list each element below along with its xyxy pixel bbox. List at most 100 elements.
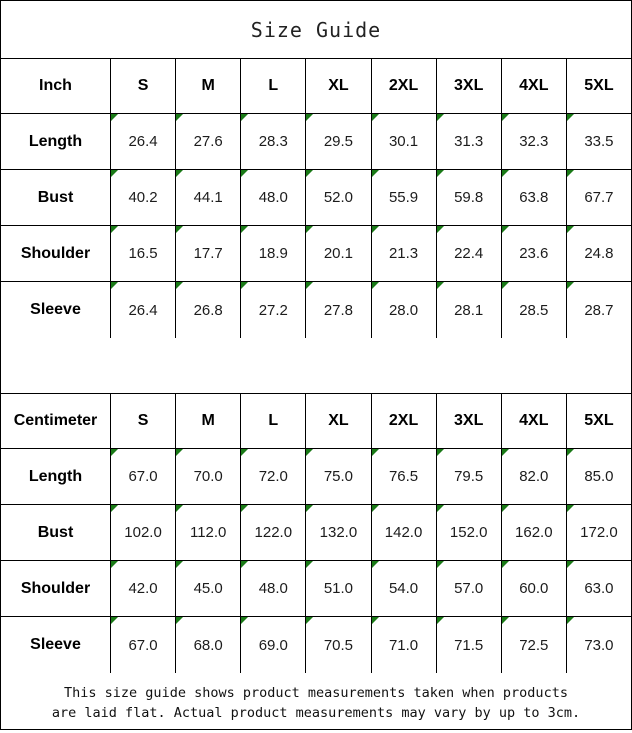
cell-shoulder-l: 18.9	[241, 226, 307, 282]
inch-table-column-header-4xl: 4XL	[501, 59, 567, 114]
table-row: Sleeve 26.4 26.8 27.2 27.8 28.0 28.1 28.5 28.7	[1, 282, 631, 338]
cell-shoulder-3xl: 57.0	[436, 561, 502, 617]
cell-length-m: 70.0	[176, 449, 242, 505]
cell-length-4xl: 32.3	[501, 114, 567, 170]
cell-length-m: 27.6	[176, 114, 242, 170]
cell-sleeve-m: 68.0	[176, 617, 242, 673]
centimeter-table-column-header-s: S	[111, 394, 177, 449]
cell-length-5xl: 85.0	[566, 449, 631, 505]
cell-shoulder-xl: 51.0	[306, 561, 372, 617]
footer-note-row: This size guide shows product measuremen…	[1, 673, 631, 733]
centimeter-table-column-header-5xl: 5XL	[566, 394, 631, 449]
cell-bust-xl: 52.0	[306, 170, 372, 226]
table-row: Sleeve 67.0 68.0 69.0 70.5 71.0 71.5 72.5 73.0	[1, 617, 631, 673]
cell-sleeve-4xl: 72.5	[501, 617, 567, 673]
row-label-bust: Bust	[1, 170, 111, 226]
cell-bust-l: 122.0	[241, 505, 307, 561]
cell-sleeve-5xl: 28.7	[566, 282, 631, 338]
row-label-shoulder: Shoulder	[1, 226, 111, 282]
cell-bust-m: 112.0	[176, 505, 242, 561]
table-spacer-row	[1, 338, 631, 394]
cell-sleeve-l: 69.0	[241, 617, 307, 673]
cell-bust-3xl: 59.8	[436, 170, 502, 226]
cell-shoulder-3xl: 22.4	[436, 226, 502, 282]
cell-length-s: 67.0	[111, 449, 177, 505]
cell-length-3xl: 79.5	[436, 449, 502, 505]
footer-note: This size guide shows product measuremen…	[1, 673, 631, 733]
cell-shoulder-m: 45.0	[176, 561, 242, 617]
row-label-length: Length	[1, 449, 111, 505]
cell-shoulder-2xl: 21.3	[371, 226, 437, 282]
cell-length-3xl: 31.3	[436, 114, 502, 170]
centimeter-table-header-row: Centimeter S M L XL 2XL 3XL 4XL 5XL	[1, 394, 631, 449]
cell-shoulder-5xl: 63.0	[566, 561, 631, 617]
table-row: Shoulder 16.5 17.7 18.9 20.1 21.3 22.4 23.6 24.8	[1, 226, 631, 282]
cell-sleeve-xl: 70.5	[306, 617, 372, 673]
inch-table-column-header-m: M	[176, 59, 242, 114]
cell-shoulder-s: 42.0	[111, 561, 177, 617]
cell-sleeve-2xl: 71.0	[371, 617, 437, 673]
cell-shoulder-xl: 20.1	[306, 226, 372, 282]
cell-sleeve-xl: 27.8	[306, 282, 372, 338]
inch-table-section: Inch S M L XL 2XL 3XL 4XL 5XL Length 26.4 27.6 28.3 2…	[1, 59, 631, 338]
row-label-sleeve: Sleeve	[1, 282, 111, 338]
cell-sleeve-l: 27.2	[241, 282, 307, 338]
centimeter-table-column-header-m: M	[176, 394, 242, 449]
inch-table-column-header-xl: XL	[306, 59, 372, 114]
centimeter-table-section: Centimeter S M L XL 2XL 3XL 4XL 5XL Length 67.0 70.…	[1, 394, 631, 673]
cell-length-s: 26.4	[111, 114, 177, 170]
cell-shoulder-l: 48.0	[241, 561, 307, 617]
centimeter-table-column-header-4xl: 4XL	[501, 394, 567, 449]
cell-sleeve-2xl: 28.0	[371, 282, 437, 338]
table-row: Length 26.4 27.6 28.3 29.5 30.1 31.3 32.3 33.5	[1, 114, 631, 170]
cell-length-5xl: 33.5	[566, 114, 631, 170]
cell-sleeve-s: 26.4	[111, 282, 177, 338]
table-spacer-cell	[1, 338, 631, 394]
cell-length-xl: 29.5	[306, 114, 372, 170]
page-title: Size Guide	[1, 1, 631, 59]
cell-length-l: 72.0	[241, 449, 307, 505]
cell-bust-5xl: 67.7	[566, 170, 631, 226]
cell-bust-4xl: 63.8	[501, 170, 567, 226]
cell-sleeve-4xl: 28.5	[501, 282, 567, 338]
row-label-length: Length	[1, 114, 111, 170]
footer-note-line-1: This size guide shows product measuremen…	[64, 685, 568, 701]
inch-table-header-row: Inch S M L XL 2XL 3XL 4XL 5XL	[1, 59, 631, 114]
centimeter-table-column-header-3xl: 3XL	[436, 394, 502, 449]
row-label-shoulder: Shoulder	[1, 561, 111, 617]
cell-sleeve-3xl: 28.1	[436, 282, 502, 338]
centimeter-table-column-header-2xl: 2XL	[371, 394, 437, 449]
inch-table-column-header-2xl: 2XL	[371, 59, 437, 114]
centimeter-table-column-header-l: L	[241, 394, 307, 449]
centimeter-table-unit-label: Centimeter	[1, 394, 111, 449]
cell-bust-s: 102.0	[111, 505, 177, 561]
cell-bust-s: 40.2	[111, 170, 177, 226]
cell-bust-m: 44.1	[176, 170, 242, 226]
inch-table-column-header-s: S	[111, 59, 177, 114]
inch-table-column-header-5xl: 5XL	[566, 59, 631, 114]
cell-length-xl: 75.0	[306, 449, 372, 505]
cell-shoulder-4xl: 23.6	[501, 226, 567, 282]
cell-length-2xl: 30.1	[371, 114, 437, 170]
table-row: Length 67.0 70.0 72.0 75.0 76.5 79.5 82.0 85.0	[1, 449, 631, 505]
cell-sleeve-3xl: 71.5	[436, 617, 502, 673]
row-label-sleeve: Sleeve	[1, 617, 111, 673]
title-row: Size Guide	[1, 1, 631, 59]
cell-shoulder-4xl: 60.0	[501, 561, 567, 617]
cell-shoulder-5xl: 24.8	[566, 226, 631, 282]
cell-length-4xl: 82.0	[501, 449, 567, 505]
cell-length-l: 28.3	[241, 114, 307, 170]
cell-shoulder-2xl: 54.0	[371, 561, 437, 617]
cell-bust-4xl: 162.0	[501, 505, 567, 561]
cell-bust-xl: 132.0	[306, 505, 372, 561]
inch-table-unit-label: Inch	[1, 59, 111, 114]
cell-bust-5xl: 172.0	[566, 505, 631, 561]
cell-sleeve-m: 26.8	[176, 282, 242, 338]
table-row: Bust 102.0 112.0 122.0 132.0 142.0 152.0 162.0 1…	[1, 505, 631, 561]
cell-sleeve-5xl: 73.0	[566, 617, 631, 673]
cell-bust-2xl: 142.0	[371, 505, 437, 561]
inch-table-column-header-l: L	[241, 59, 307, 114]
cell-length-2xl: 76.5	[371, 449, 437, 505]
inch-table-column-header-3xl: 3XL	[436, 59, 502, 114]
